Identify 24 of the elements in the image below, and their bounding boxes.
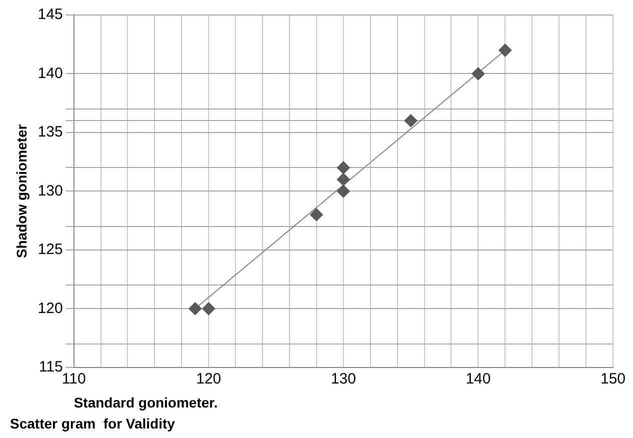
point — [336, 161, 350, 174]
text: Scatter gram for Validity — [10, 415, 176, 432]
point — [202, 302, 216, 316]
y-tick-label: 145 — [38, 6, 63, 24]
x-tick-label: 110 — [62, 370, 86, 388]
point — [336, 172, 350, 186]
x-tick-label: 140 — [466, 370, 491, 388]
y-tick-label: 125 — [38, 241, 63, 258]
y-axis-title: Shadow goniometer — [13, 124, 30, 258]
y-tick-label: 140 — [38, 64, 63, 82]
point — [472, 67, 485, 80]
x-tick-label: 150 — [600, 370, 626, 388]
y-tick-label: 135 — [38, 124, 63, 141]
point — [310, 208, 323, 222]
point — [336, 184, 350, 198]
y-tick-label: 115 — [38, 358, 63, 376]
point — [498, 44, 512, 57]
x-tick-label: 130 — [330, 370, 356, 388]
y-tick-label: 120 — [38, 300, 63, 317]
point — [404, 114, 418, 128]
y-tick-label: 130 — [38, 182, 63, 200]
x-axis-title: Standard goniometer. — [74, 394, 218, 411]
point — [188, 302, 202, 316]
x-tick-label: 120 — [196, 370, 222, 388]
